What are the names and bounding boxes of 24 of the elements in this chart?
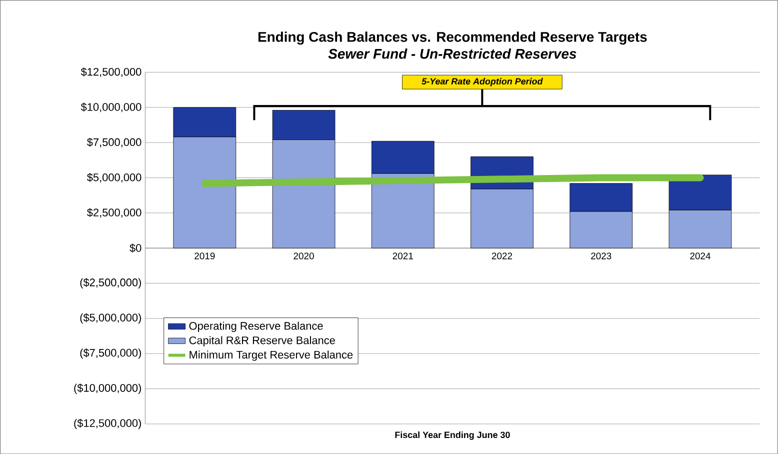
x-tick-label: 2022 [492, 252, 512, 260]
y-tick-label: ($7,500,000) [80, 348, 141, 359]
annotation: 5-Year Rate Adoption Period [422, 78, 543, 86]
y-tick-label: $7,500,000 [87, 138, 142, 148]
y-tick-label: $0 [130, 244, 142, 252]
chart-title: Ending Cash Balances vs. Recommended Reserve Targets [258, 31, 647, 45]
x-tick-label: 2023 [591, 252, 612, 260]
chart-subtitle: Sewer Fund - Un-Restricted Reserves [328, 48, 576, 59]
y-tick-label: ($10,000,000) [74, 383, 141, 394]
y-tick-label: $2,500,000 [87, 208, 142, 218]
legend-label: Minimum Target Reserve Balance [190, 350, 353, 361]
legend-label: Capital R&R Reserve Balance [189, 336, 335, 346]
x-tick-label: 2020 [294, 252, 314, 260]
x-tick-label: 2019 [194, 252, 215, 260]
y-tick-label: $12,500,000 [80, 67, 142, 77]
y-tick-label: $5,000,000 [87, 172, 142, 182]
legend-label: Operating Reserve Balance [189, 322, 323, 332]
y-tick-label: $10,000,000 [80, 102, 142, 112]
y-tick-label: ($2,500,000) [80, 278, 141, 288]
x-tick-label: 2024 [690, 252, 710, 260]
x-tick-label: 2021 [392, 252, 413, 260]
y-tick-label: ($12,500,000) [74, 418, 141, 430]
y-tick-label: ($5,000,000) [80, 313, 141, 324]
x-axis-title: Fiscal Year Ending June 30 [395, 431, 510, 440]
